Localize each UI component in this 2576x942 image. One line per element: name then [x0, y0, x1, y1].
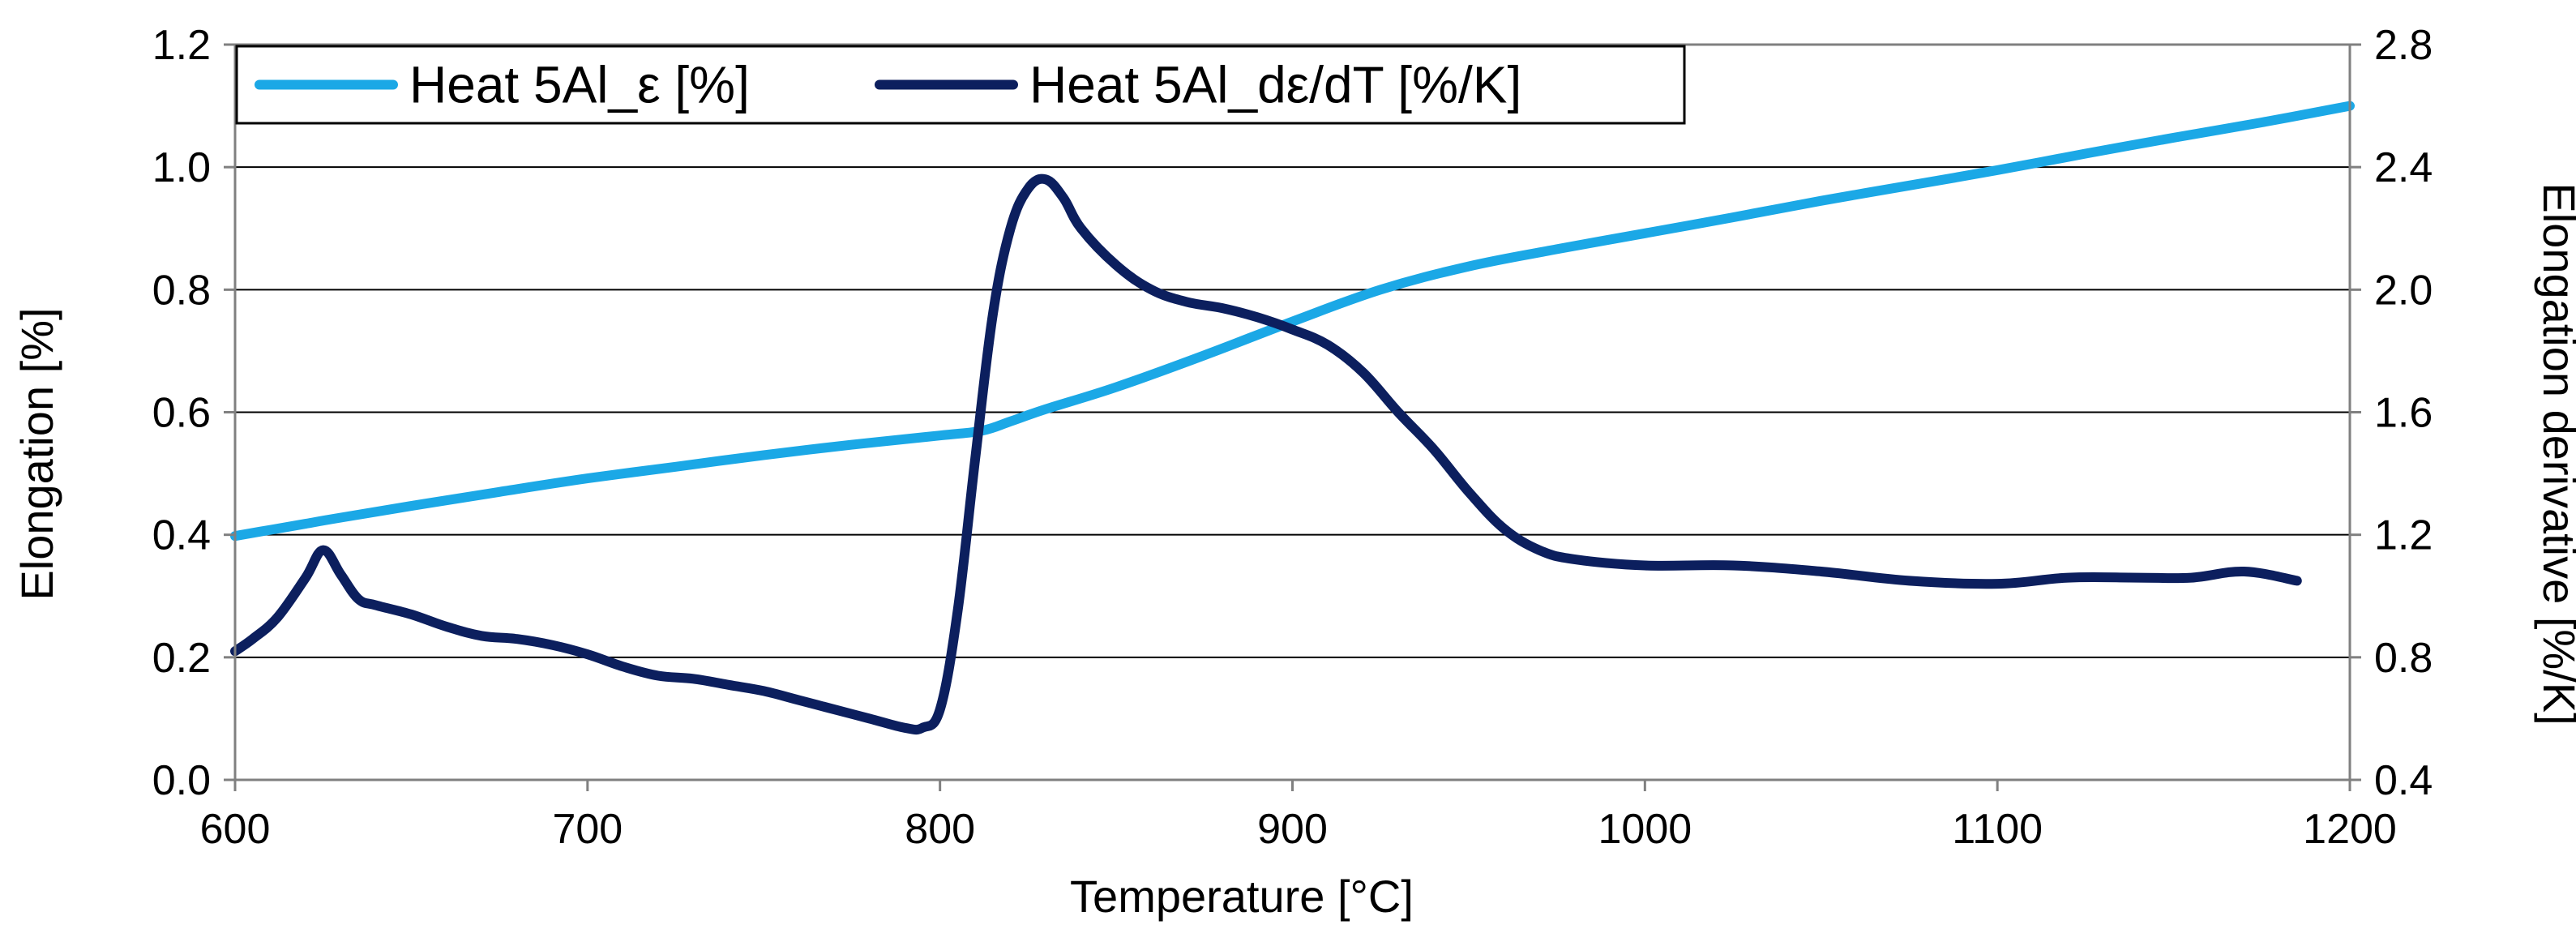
- x-tick-label-3: 900: [1257, 806, 1328, 853]
- series-line-0: [230, 101, 2355, 542]
- y2-tick-label-6: 2.8: [2374, 22, 2433, 69]
- y-tick-label-5: 1.0: [152, 144, 211, 191]
- y2-tick-label-5: 2.4: [2374, 144, 2433, 191]
- x-tick-label-0: 600: [200, 806, 271, 853]
- y2-tick-label-1: 0.8: [2374, 635, 2433, 682]
- y-tick-label-3: 0.6: [152, 390, 211, 437]
- x-tick-label-5: 1100: [1952, 806, 2043, 853]
- y-tick-label-0: 0.0: [152, 757, 211, 804]
- y2-tick-label-3: 1.6: [2374, 390, 2433, 437]
- y-tick-label-4: 0.8: [152, 267, 211, 314]
- legend: Heat 5Al_ε [%] Heat 5Al_dε/dT [%/K]: [235, 45, 1686, 125]
- x-tick-label-6: 1200: [2303, 806, 2397, 853]
- x-tick-label-4: 1000: [1598, 806, 1692, 853]
- x-tick-label-1: 700: [552, 806, 623, 853]
- x-tick-label-2: 800: [905, 806, 975, 853]
- legend-label-0: Heat 5Al_ε [%]: [409, 56, 750, 114]
- y2-tick-label-2: 1.2: [2374, 512, 2433, 559]
- y-axis-title: Elongation [%]: [11, 307, 62, 600]
- y2-tick-label-0: 0.4: [2374, 757, 2433, 804]
- y2-tick-label-4: 2.0: [2374, 267, 2433, 314]
- y-tick-label-6: 1.2: [152, 22, 211, 69]
- series-line-1: [230, 173, 2302, 735]
- x-axis-title: Temperature [°C]: [1070, 871, 1414, 922]
- legend-label-1: Heat 5Al_dε/dT [%/K]: [1029, 56, 1521, 114]
- series-layer: [230, 101, 2355, 735]
- tick-layer: 600 700 800 900 1000 1100 1200 0.0 0.2 0.4 0.6 0.8 1…: [152, 22, 2433, 853]
- y2-axis-title: Elongation derivative [%/K]: [2534, 182, 2576, 725]
- y-tick-label-2: 0.4: [152, 512, 211, 559]
- y-tick-label-1: 0.2: [152, 635, 211, 682]
